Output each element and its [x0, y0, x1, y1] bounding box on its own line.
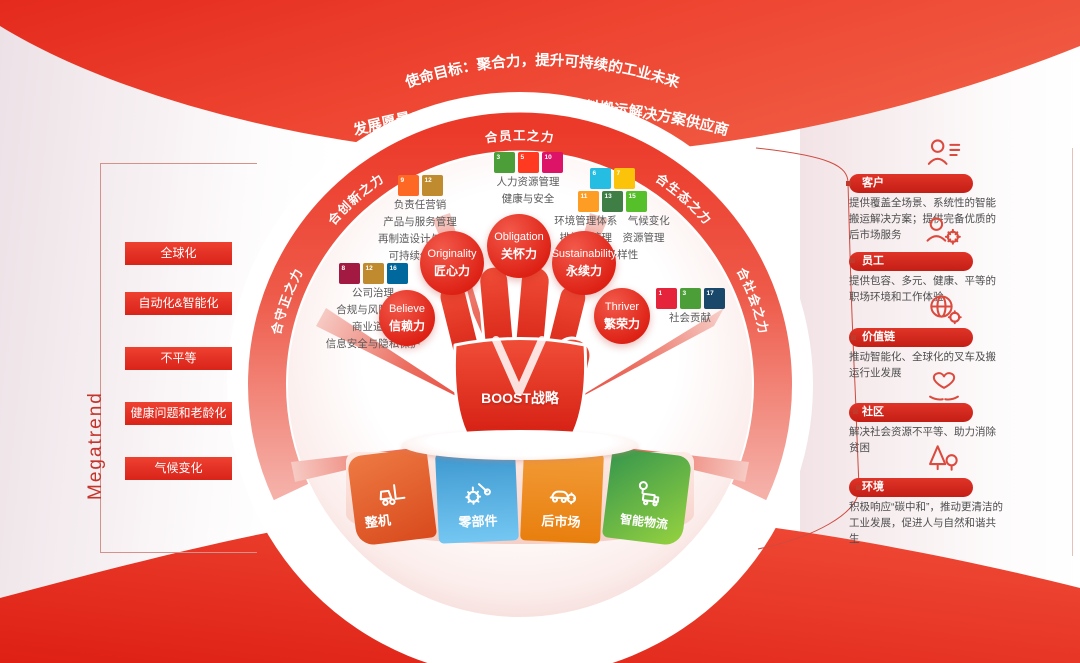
megatrend-title: Megatrend [85, 391, 106, 500]
stakeholder-desc-value-chain: 推动智能化、全球化的叉车及搬运行业发展 [849, 351, 996, 379]
wedge-text-line: 健康与安全 [501, 193, 555, 205]
stakeholder-pill-customer: 客户 [849, 174, 973, 193]
stakeholder-desc-customer: 提供覆盖全场景、系统性的智能搬运解决方案；提供完备优质的后市场服务 [849, 197, 996, 241]
pedestal-panel-logistics: 智能物流 [601, 447, 693, 547]
sdg-12-icon: 12 [362, 263, 384, 284]
top-red-swoosh [0, 0, 1080, 157]
megatrend-item-health-aging: 健康问题和老龄化 [125, 402, 232, 425]
megatrend-item-automation: 自动化&智能化 [125, 292, 232, 315]
connector-dot [853, 409, 858, 414]
stakeholder-pill-environment: 环境 [849, 478, 973, 497]
pedestal-label: 智能物流 [619, 511, 669, 532]
wedge-text-line: 人力资源管理 [496, 176, 560, 188]
connector-dot [850, 258, 855, 263]
megatrend-bracket-top [100, 163, 257, 164]
wheel-red-ring [248, 112, 792, 501]
wedge-text-line: 环境管理体系 气候变化 [554, 215, 670, 227]
megatrend-bracket-bottom [100, 552, 257, 553]
power-en: Sustainability [551, 247, 617, 260]
sdg-17-icon: 17 [703, 288, 725, 309]
pedestal-label: 后市场 [541, 513, 581, 530]
megatrend-item-inequality: 不平等 [125, 347, 232, 370]
pedestal-panel-parts: 零部件 [435, 450, 519, 544]
sdg-1-icon: 1 [655, 288, 677, 309]
wedge-employee: 3 5 10 人力资源管理 健康与安全 [458, 152, 598, 207]
sdg-5-icon: 5 [517, 152, 539, 173]
stakeholder-connector-line [755, 147, 860, 550]
pedestal-label: 整机 [364, 512, 392, 531]
stakeholder-desc-employee: 提供包容、多元、健康、平等的职场环境和工作体验 [849, 275, 996, 303]
stakeholder-pill-value-chain: 价值链 [849, 328, 973, 347]
sdg-13-icon: 13 [601, 191, 623, 212]
power-circle-originality: Originality 匠心力 [420, 231, 484, 295]
boost-strategy-label: BOOST战略 [481, 390, 559, 406]
power-cn: 信赖力 [388, 318, 425, 333]
power-cn: 匠心力 [433, 263, 470, 278]
power-en: Obligation [494, 230, 544, 243]
sdg-3-icon: 3 [679, 288, 701, 309]
sdg-9-icon: 9 [397, 175, 419, 196]
wedge-text-line: 产品与服务管理 [383, 216, 457, 228]
pedestal-panel-aftermarket: 后市场 [520, 450, 604, 544]
wedge-society: 1 3 17 社会贡献 [620, 288, 760, 326]
pedestal-panel-overall: 整机 [346, 447, 438, 547]
power-cn: 永续力 [565, 263, 602, 278]
forklift-icon [379, 484, 406, 506]
wedge-text-line: 社会贡献 [669, 312, 711, 324]
value-chain-icon [924, 290, 964, 333]
sdg-16-icon: 16 [386, 263, 408, 284]
power-circle-believe: Believe 信赖力 [379, 290, 435, 346]
megatrend-bracket-vertical [100, 163, 101, 553]
stakeholder-pill-employee: 员工 [849, 252, 973, 271]
sdg-11-icon: 11 [577, 191, 599, 212]
wedge-text-line: 公司治理 [352, 287, 394, 299]
pedestal-label: 零部件 [458, 513, 498, 530]
connector-dot [846, 181, 851, 186]
wedge-text-line: 负责任营销 [393, 199, 447, 211]
customer-icon [924, 136, 964, 179]
car-service-icon [549, 490, 577, 505]
power-circle-sustainability: Sustainability 永续力 [552, 231, 616, 295]
arc-label-employee: 合员工之力 [484, 128, 554, 145]
megatrend-item-globalization: 全球化 [125, 242, 232, 265]
gear-wrench-icon [465, 483, 491, 505]
environment-icon [924, 440, 964, 483]
power-en: Believe [388, 302, 426, 315]
stakeholder-desc-environment: 积极响应“碳中和”，推动更清洁的工业发展，促进人与自然和谐共生 [849, 501, 1003, 545]
svg-text:合员工之力: 合员工之力 [484, 128, 556, 145]
community-icon [924, 365, 964, 408]
pedestal-top-ellipse [402, 430, 638, 460]
power-en: Thriver [604, 300, 640, 313]
megatrend-item-climate: 气候变化 [125, 457, 232, 480]
power-cn: 繁荣力 [603, 316, 640, 331]
sdg-12-icon: 12 [421, 175, 443, 196]
sdg-3-icon: 3 [493, 152, 515, 173]
power-circle-obligation: Obligation 关怀力 [487, 214, 551, 278]
sdg-15-icon: 15 [625, 191, 647, 212]
stakeholder-desc-community: 解决社会资源不平等、助力消除贫困 [849, 426, 996, 454]
power-cn: 关怀力 [500, 246, 537, 261]
sdg-6-icon: 6 [589, 168, 611, 189]
connector-dot [856, 485, 861, 490]
power-circle-thriver: Thriver 繁荣力 [594, 288, 650, 344]
connector-dot [851, 335, 856, 340]
logistics-truck-icon [638, 481, 660, 507]
sdg-8-icon: 8 [338, 263, 360, 284]
sdg-10-icon: 10 [541, 152, 563, 173]
stakeholder-pill-community: 社区 [849, 403, 973, 422]
sdg-7-icon: 7 [613, 168, 635, 189]
pedestal: 整机 零部件 后市场 智能物流 [340, 447, 700, 558]
employee-icon [924, 214, 964, 257]
right-hairline [1072, 148, 1073, 556]
power-en: Originality [427, 247, 477, 260]
